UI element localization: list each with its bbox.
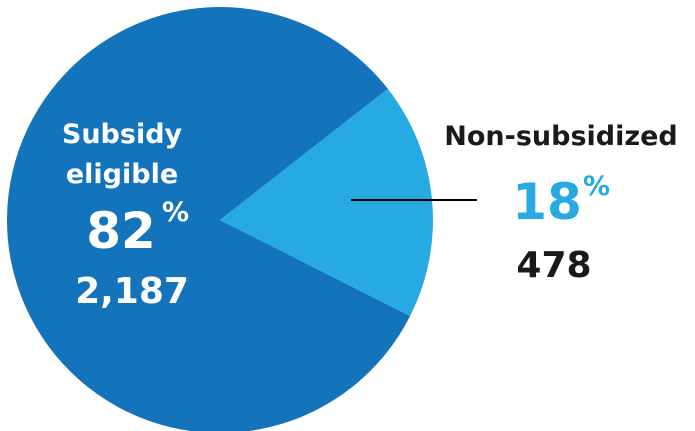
- subsidy-eligible-label-line1: Subsidy: [62, 119, 183, 150]
- subsidy-eligible-count: 2,187: [75, 271, 189, 312]
- subsidy-eligible-percent: 82: [86, 202, 156, 260]
- non-subsidized-count: 478: [516, 245, 591, 286]
- non-subsidized-label-group: Non-subsidized 18 % 478: [444, 121, 677, 286]
- non-subsidized-label: Non-subsidized: [444, 121, 677, 152]
- subsidy-eligible-label-group: Subsidy eligible 82 % 2,187: [62, 119, 189, 312]
- non-subsidized-percent: 18: [512, 173, 582, 231]
- pie-slices: [7, 7, 433, 431]
- subsidy-eligible-label-line2: eligible: [66, 159, 178, 190]
- slice-non-subsidized: [220, 88, 433, 317]
- slice-subsidy-eligible: [7, 7, 411, 431]
- subsidy-eligible-percent-sign: %: [162, 197, 189, 228]
- non-subsidized-percent-sign: %: [583, 171, 610, 202]
